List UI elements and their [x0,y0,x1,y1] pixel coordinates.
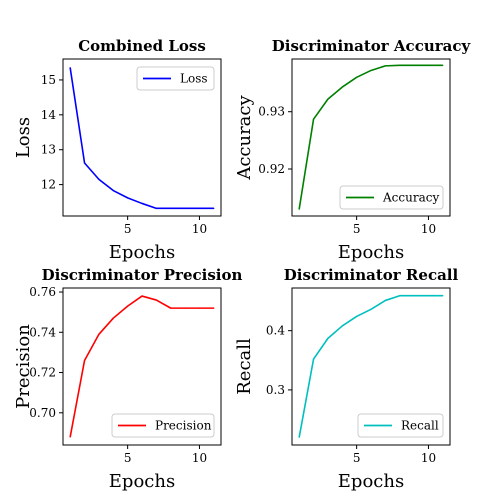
data-point [442,64,444,66]
legend-box [357,413,444,438]
data-point [370,308,372,310]
x-axis-label: Epochs [109,471,175,492]
data-point [170,207,172,209]
data-point [413,64,415,66]
data-point [69,67,71,69]
y-tick-label: 0.76 [29,285,56,299]
x-tick-label: 10 [421,222,436,236]
data-point [427,64,430,66]
y-axis-label: Recall [234,338,255,395]
y-tick-label: 0.74 [29,325,56,339]
axes-frame [62,58,222,217]
subplot-1: Combined Loss 5 10 12 13 14 15 Epochs Loss Loss [13,37,222,263]
chart-title: Discriminator Recall [284,266,459,284]
x-tick-label: 10 [421,451,436,465]
axes-frame [291,58,451,217]
x-tick-label: 5 [124,451,132,465]
data-point [427,295,430,297]
data-point [213,207,215,209]
data-point [98,333,100,335]
y-tick-label: 0.70 [29,406,56,420]
y-axis-label: Precision [13,324,34,409]
legend: Accuracy [339,185,444,210]
data-point [112,189,114,192]
chart-title: Discriminator Accuracy [272,37,472,55]
axes-frame [62,287,222,446]
y-tick-label: 0.92 [258,162,285,176]
data-point [399,64,401,66]
legend-label: Accuracy [382,191,439,205]
x-axis-label: Epochs [109,242,175,263]
y-tick-label: 12 [41,178,56,192]
legend-box [111,413,215,438]
y-tick-label: 0.93 [258,105,285,119]
x-tick-label: 5 [124,222,132,236]
data-point [155,207,157,209]
legend-box [339,185,444,210]
legend-label: Recall [401,419,439,433]
data-point [127,305,129,307]
chart-title: Combined Loss [78,37,206,55]
data-point [384,65,386,67]
y-tick-label: 13 [41,143,56,157]
x-axis-label: Epochs [338,471,404,492]
y-axis-label: Loss [13,117,34,158]
x-tick-label: 10 [192,451,207,465]
data-point [312,358,315,360]
subplot-2: Discriminator Accuracy 5 10 0.92 0.93 Epochs A… [234,37,471,263]
data-point [141,295,143,297]
legend-label: Precision [155,419,212,433]
axes-frame [291,287,451,446]
data-point [170,307,172,309]
data-point [370,69,372,72]
legend: Precision [111,413,215,438]
data-point [341,86,343,88]
subplot-4: Discriminator Recall 5 10 0.3 0.4 Epochs Recal… [234,266,458,492]
x-tick-label: 5 [353,451,361,465]
data-point [198,207,201,209]
data-point [98,178,100,180]
chart-title: Discriminator Precision [42,266,243,284]
data-point [213,307,215,309]
y-tick-label: 0.72 [29,366,56,380]
data-point [155,299,157,301]
data-point [83,359,86,362]
data-point [413,295,415,297]
x-tick-label: 10 [192,222,207,236]
y-axis-label: Accuracy [234,95,255,181]
data-point [198,307,201,309]
legend: Loss [136,66,215,91]
data-point [127,197,129,199]
data-point [356,76,358,78]
data-point [184,207,186,209]
x-axis-label: Epochs [338,242,404,263]
data-point [327,98,329,100]
data-point [442,295,444,297]
data-point [298,208,300,210]
y-tick-label: 0.4 [266,324,285,338]
data-point [384,299,386,302]
data-point [112,317,114,319]
x-tick-label: 5 [353,222,361,236]
data-point [69,436,71,438]
legend-label: Loss [180,72,208,86]
data-point [83,162,86,164]
y-tick-label: 15 [41,73,56,87]
legend-box [136,66,215,91]
data-point [399,295,401,297]
subplot-3: Discriminator Precision 5 10 0.70 0.72 0.74 0.… [13,266,242,492]
y-tick-label: 14 [41,108,57,122]
data-point [327,337,329,339]
y-tick-label: 0.3 [266,383,285,397]
data-point [184,307,186,309]
data-point [341,325,343,327]
data-point [298,436,300,438]
data-point [356,315,358,318]
data-point [312,118,315,120]
data-point [141,202,143,205]
legend: Recall [357,413,444,438]
